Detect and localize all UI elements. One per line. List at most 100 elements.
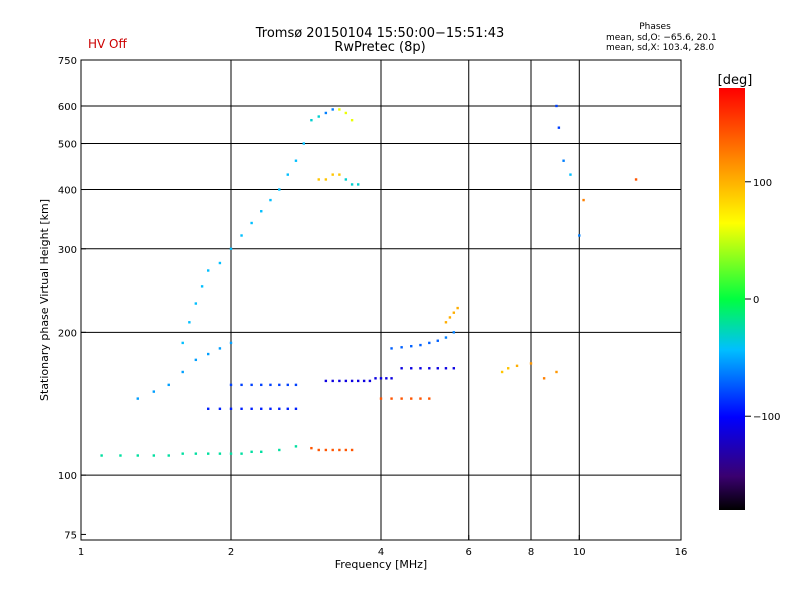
echo-point bbox=[344, 448, 348, 452]
echo-point bbox=[229, 383, 233, 387]
echo-point bbox=[240, 234, 243, 237]
echo-point bbox=[240, 383, 243, 387]
echo-point bbox=[436, 367, 439, 370]
echo-point bbox=[324, 379, 328, 383]
echo-point bbox=[444, 321, 448, 324]
echo-point bbox=[250, 383, 253, 387]
echo-point bbox=[410, 344, 413, 348]
echo-point bbox=[250, 407, 253, 410]
echo-point bbox=[400, 346, 403, 349]
echo-point bbox=[294, 407, 298, 410]
echo-point bbox=[136, 397, 139, 400]
echo-point bbox=[278, 407, 281, 410]
echo-point bbox=[260, 383, 263, 387]
echo-point bbox=[344, 178, 348, 181]
echo-point bbox=[444, 367, 448, 370]
echo-point bbox=[542, 377, 546, 380]
echo-point bbox=[260, 210, 263, 213]
echo-point bbox=[317, 448, 320, 452]
echo-point bbox=[419, 343, 422, 347]
y-tick-label: 500 bbox=[58, 140, 77, 151]
phases-o-stats: mean, sd,O: −65.6, 20.1 bbox=[606, 33, 717, 43]
echo-point bbox=[152, 454, 156, 457]
echo-point bbox=[379, 397, 383, 400]
echo-point bbox=[181, 370, 184, 374]
x-tick-label: 8 bbox=[528, 547, 534, 558]
echo-point bbox=[368, 379, 372, 383]
echo-point bbox=[555, 104, 558, 108]
echo-point bbox=[379, 377, 383, 380]
echo-point bbox=[390, 397, 393, 400]
echo-point bbox=[240, 407, 243, 410]
echo-point bbox=[452, 331, 456, 334]
echo-point bbox=[331, 448, 334, 452]
echo-point bbox=[428, 367, 431, 370]
echo-point bbox=[269, 407, 272, 410]
chart-title: Tromsø 20150104 15:50:00−15:51:43 bbox=[255, 26, 505, 41]
echo-point bbox=[152, 390, 156, 393]
echo-point bbox=[448, 316, 452, 319]
echo-point bbox=[206, 452, 210, 455]
y-tick-label: 100 bbox=[58, 471, 77, 482]
echo-point bbox=[557, 126, 561, 129]
echo-point bbox=[452, 367, 456, 370]
echo-point bbox=[317, 115, 320, 118]
x-tick-label: 2 bbox=[228, 547, 234, 558]
echo-point bbox=[344, 111, 348, 115]
echo-point bbox=[278, 448, 281, 452]
echo-point bbox=[562, 159, 565, 162]
echo-point bbox=[286, 407, 289, 410]
y-tick-label: 200 bbox=[58, 328, 77, 339]
echo-point bbox=[206, 269, 210, 272]
y-tick-label: 300 bbox=[58, 245, 77, 256]
echo-point bbox=[324, 111, 328, 115]
echo-point bbox=[194, 452, 198, 455]
echo-point bbox=[317, 178, 320, 181]
echo-point bbox=[260, 407, 263, 410]
echo-point bbox=[400, 397, 403, 400]
chart-subtitle: RwPretec (8p) bbox=[334, 40, 426, 55]
echo-point bbox=[506, 367, 510, 370]
echo-point bbox=[350, 448, 354, 452]
echo-point bbox=[515, 364, 519, 368]
echo-point bbox=[269, 198, 272, 202]
echo-point bbox=[436, 339, 439, 342]
echo-point bbox=[350, 183, 354, 186]
echo-point bbox=[385, 377, 388, 380]
echo-point bbox=[218, 261, 222, 265]
echo-point bbox=[456, 306, 459, 310]
data-points bbox=[100, 104, 638, 457]
colorbar-tick-label: −100 bbox=[753, 412, 780, 423]
colorbar bbox=[719, 88, 745, 510]
x-tick-label: 6 bbox=[466, 547, 472, 558]
echo-point bbox=[294, 445, 298, 448]
echo-point bbox=[181, 452, 184, 455]
echo-point bbox=[136, 454, 139, 457]
echo-point bbox=[390, 347, 393, 350]
echo-point bbox=[344, 379, 348, 383]
hv-status: HV Off bbox=[88, 37, 127, 51]
phases-label: Phases bbox=[639, 22, 671, 32]
colorbar-unit-label: [deg] bbox=[718, 73, 753, 88]
y-tick-label: 600 bbox=[58, 102, 77, 113]
echo-point bbox=[194, 358, 198, 362]
echo-point bbox=[286, 383, 289, 387]
echo-point bbox=[229, 407, 233, 410]
y-axis-ticks: 75 100 200 300 400 500 600 750 bbox=[58, 56, 86, 541]
echo-point bbox=[269, 383, 272, 387]
echo-point bbox=[250, 221, 253, 225]
echo-point bbox=[419, 397, 422, 400]
echo-point bbox=[331, 379, 334, 383]
x-tick-label: 16 bbox=[675, 547, 688, 558]
echo-point bbox=[331, 173, 334, 176]
echo-point bbox=[569, 173, 572, 176]
echo-point bbox=[100, 454, 103, 457]
echo-point bbox=[338, 448, 341, 452]
echo-point bbox=[555, 370, 558, 374]
echo-point bbox=[294, 383, 298, 387]
echo-point bbox=[250, 450, 253, 454]
echo-point bbox=[350, 379, 354, 383]
echo-point bbox=[310, 446, 313, 450]
echo-point bbox=[356, 183, 360, 186]
plot-grid bbox=[81, 60, 681, 540]
